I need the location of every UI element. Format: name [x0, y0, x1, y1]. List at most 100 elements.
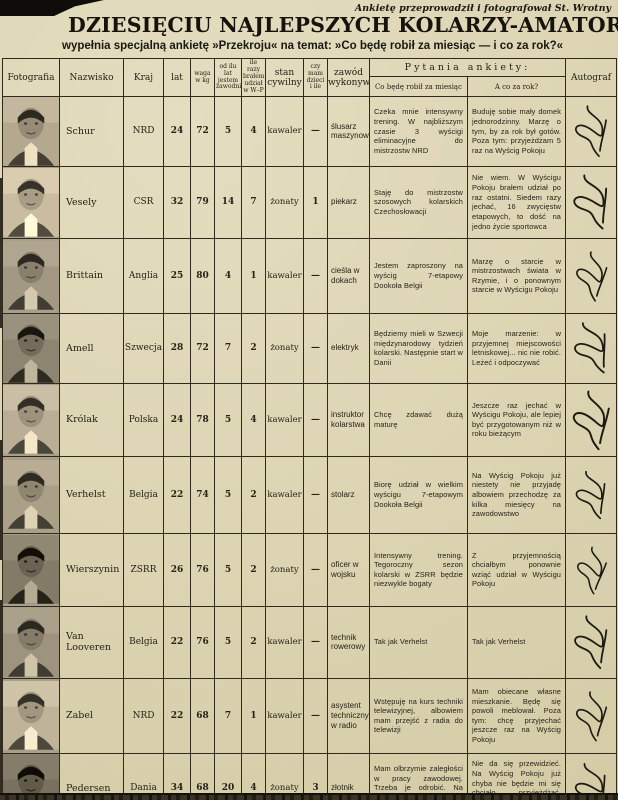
- cyclist-weight: 76: [190, 532, 215, 607]
- answer-next-year: Jeszcze raz jechać w Wyścigu Pokoju, ale…: [466, 382, 567, 457]
- cyclist-profession: instruktor kolarstwa: [327, 382, 370, 457]
- table-header: Fotografia Nazwisko Kraj lat waga w kg o…: [2, 58, 618, 97]
- autograph-cell: [565, 677, 618, 754]
- cyclist-profession: złotnik: [327, 752, 370, 800]
- autograph-cell: [565, 532, 618, 607]
- header-questions-group: Pytania ankiety:: [368, 58, 567, 77]
- autograph-signature: [567, 322, 616, 374]
- cyclist-children: 3: [303, 752, 328, 800]
- cyclist-weight: 79: [190, 165, 215, 239]
- table-row: Pedersen Dania 34 68 20 4 żonaty 3 złotn…: [2, 752, 618, 800]
- table-row: Schur NRD 24 72 5 4 kawaler — ślusarz ma…: [2, 96, 618, 167]
- header-question-month: Co będę robił za miesiąc: [369, 76, 468, 97]
- header-marital: stan cywilny: [265, 58, 304, 97]
- autograph-cell: [565, 382, 618, 457]
- portrait-photo: [3, 241, 59, 311]
- cyclist-years-competing: 5: [214, 455, 242, 534]
- cyclist-wp-starts: 2: [241, 312, 266, 384]
- table-row: Verhelst Belgia 22 74 5 2 kawaler — stol…: [2, 455, 618, 534]
- cyclist-years-competing: 7: [214, 312, 242, 384]
- answer-next-year: Na Wyścig Pokoju już niestety nie przyja…: [466, 455, 567, 534]
- cyclist-children: 1: [303, 165, 328, 239]
- autograph-signature: [567, 174, 616, 230]
- cyclist-children: —: [303, 532, 328, 607]
- portrait-photo: [3, 314, 59, 383]
- answer-next-year: Buduję sobie mały domek jednorodzinny. M…: [466, 96, 567, 167]
- autograph-cell: [565, 605, 618, 679]
- cyclist-name: Zabel: [59, 677, 124, 754]
- portrait-photo: [3, 97, 59, 166]
- cyclist-marital-status: żonaty: [265, 532, 304, 607]
- cyclist-marital-status: kawaler: [265, 455, 304, 534]
- cyclist-profession: technik rowerowy: [327, 605, 370, 679]
- cyclist-age: 28: [163, 312, 191, 384]
- cyclist-years-competing: 5: [214, 605, 242, 679]
- cyclist-children: —: [303, 237, 328, 314]
- autograph-cell: [565, 237, 618, 314]
- photographer-credit: Ankietę przeprowadził i fotografował St.…: [354, 3, 611, 14]
- cyclist-weight: 74: [190, 455, 215, 534]
- cyclist-age: 22: [163, 605, 191, 679]
- table-row: Zabel NRD 22 68 7 1 kawaler — asystent t…: [2, 677, 618, 754]
- autograph-signature: [567, 390, 616, 450]
- header-question-year: A co za rok?: [466, 76, 567, 97]
- answer-next-month: Czeka mnie intensywny trening. W najbliż…: [369, 96, 468, 167]
- page-title: DZIESIĘCIU NAJLEPSZYCH KOLARZY-AMATORÓW …: [68, 13, 618, 37]
- cyclist-years-competing: 7: [214, 677, 242, 754]
- table-row: Van Looveren Belgia 22 76 5 2 kawaler — …: [2, 605, 618, 679]
- cyclist-children: —: [303, 455, 328, 534]
- answer-next-month: Chcę zdawać dużą maturę: [369, 382, 468, 457]
- autograph-cell: [565, 455, 618, 534]
- cyclist-name: Verhelst: [59, 455, 124, 534]
- header-weight: waga w kg: [190, 58, 215, 97]
- portrait-photo: [3, 535, 59, 605]
- autograph-signature: [567, 250, 616, 302]
- header-age: lat: [163, 58, 191, 97]
- cyclist-name: Schur: [59, 96, 124, 167]
- cyclist-age: 25: [163, 237, 191, 314]
- cyclist-wp-starts: 7: [241, 165, 266, 239]
- cyclist-age: 26: [163, 532, 191, 607]
- cyclist-age: 22: [163, 677, 191, 754]
- header-photo: Fotografia: [2, 58, 60, 97]
- answer-next-year: Moje marzenie: w przyjemnej miejscowości…: [466, 312, 567, 384]
- header-country: Kraj: [123, 58, 164, 97]
- cyclist-photo: [2, 455, 60, 534]
- cyclist-children: —: [303, 605, 328, 679]
- autograph-cell: [565, 312, 618, 384]
- cyclist-country: Belgia: [123, 605, 164, 679]
- portrait-photo: [3, 681, 59, 751]
- cyclist-children: —: [303, 677, 328, 754]
- cyclist-profession: ślusarz maszynowy: [327, 96, 370, 167]
- cyclist-photo: [2, 312, 60, 384]
- header-autograph: Autograf: [565, 58, 618, 97]
- table-row: Amell Szwecja 28 72 7 2 żonaty — elektry…: [2, 312, 618, 384]
- cyclist-profession: piekarz: [327, 165, 370, 239]
- cyclist-photo: [2, 605, 60, 679]
- cyclist-marital-status: kawaler: [265, 605, 304, 679]
- autograph-signature: [567, 544, 616, 596]
- table-row: Brittain Anglia 25 80 4 1 kawaler — cieś…: [2, 237, 618, 314]
- cyclist-wp-starts: 2: [241, 455, 266, 534]
- portrait-photo: [3, 460, 59, 530]
- cropped-caption-strip: [0, 793, 618, 800]
- answer-next-month: Staję do mistrzostw szosowych kolarskich…: [369, 165, 468, 239]
- answer-next-month: Biorę udział w wielkim wyścigu 7-etapowy…: [369, 455, 468, 534]
- cyclist-name: Brittain: [59, 237, 124, 314]
- cyclist-children: —: [303, 96, 328, 167]
- cyclist-country: NRD: [123, 677, 164, 754]
- cyclist-children: —: [303, 312, 328, 384]
- cyclist-profession: cieśla w dokach: [327, 237, 370, 314]
- autograph-signature: [567, 690, 616, 742]
- answer-next-year: Nie wiem. W Wyścigu Pokoju brałem udział…: [466, 165, 567, 239]
- cyclist-weight: 78: [190, 382, 215, 457]
- cyclist-years-competing: 4: [214, 237, 242, 314]
- cyclist-country: Anglia: [123, 237, 164, 314]
- cyclist-age: 24: [163, 382, 191, 457]
- answer-next-month: Tak jak Verhelst: [369, 605, 468, 679]
- cyclist-photo: [2, 165, 60, 239]
- cyclist-marital-status: żonaty: [265, 312, 304, 384]
- answer-next-month: Wstępuję na kurs techniki telewizyjnej, …: [369, 677, 468, 754]
- cyclist-weight: 72: [190, 96, 215, 167]
- answer-next-year: Marzę o starcie w mistrzostwach świata w…: [466, 237, 567, 314]
